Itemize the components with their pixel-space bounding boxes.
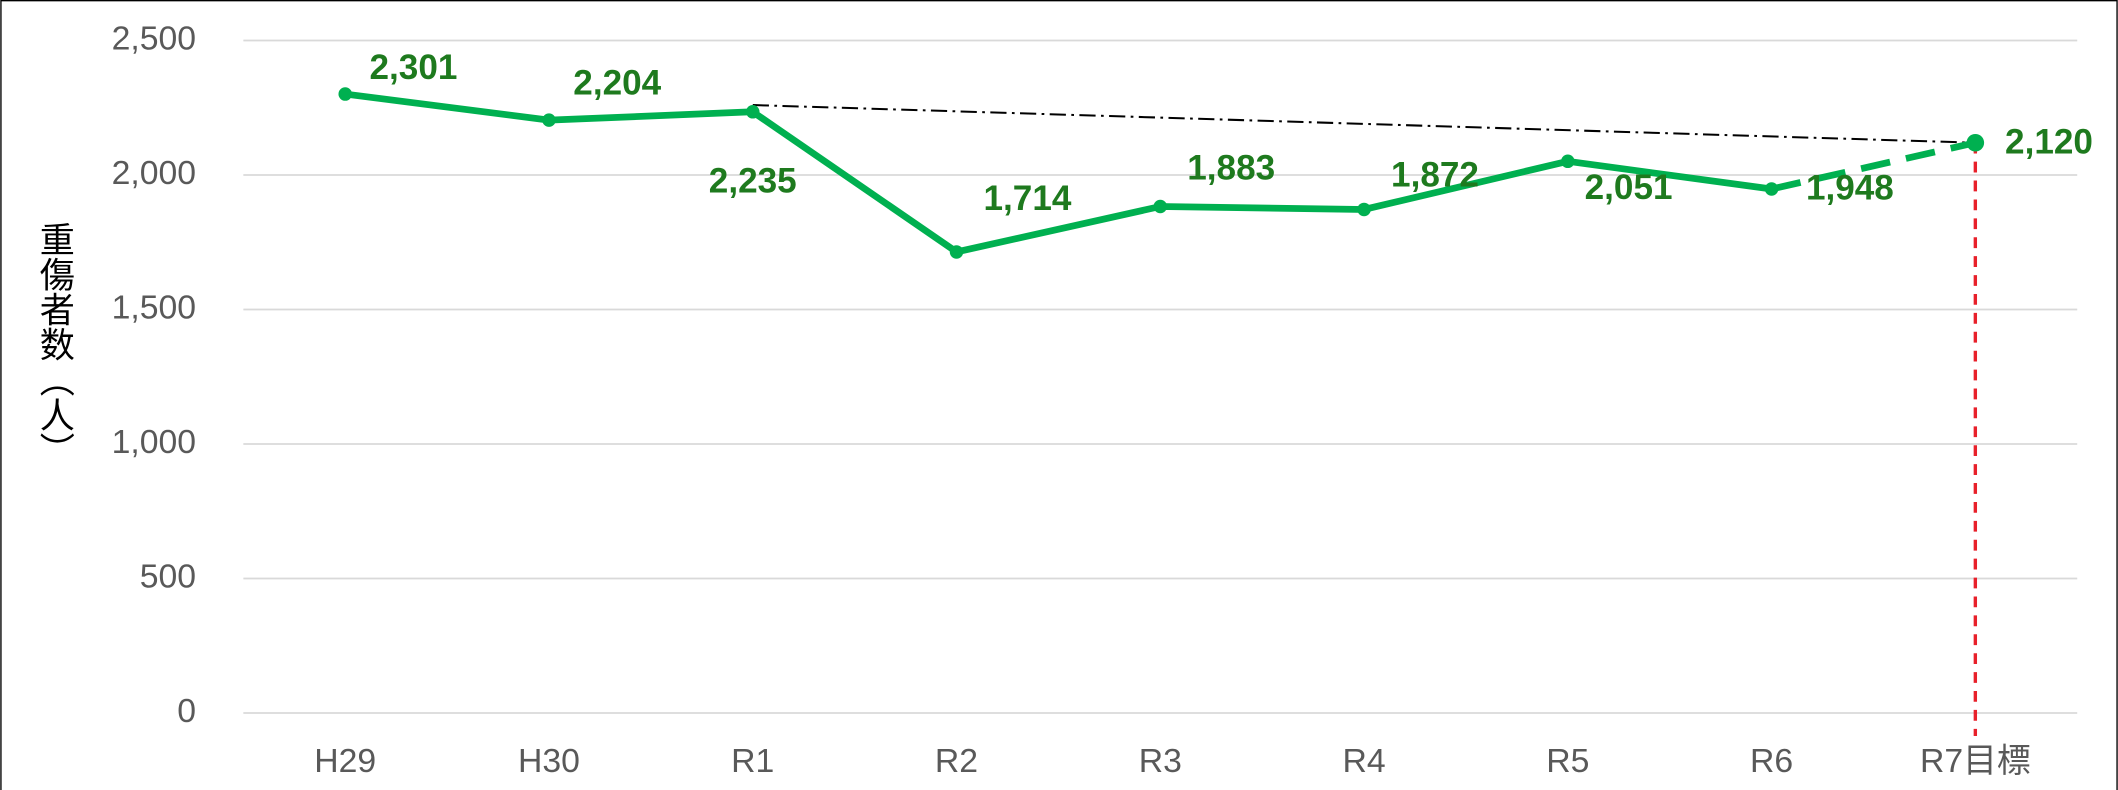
y-tick-label: 1,500	[112, 288, 196, 326]
x-tick-label: R2	[935, 742, 978, 780]
data-point	[1561, 154, 1575, 169]
x-tick-label: R3	[1139, 742, 1182, 780]
target-segment	[1770, 139, 1977, 193]
data-point	[1153, 199, 1168, 214]
data-point	[746, 105, 760, 119]
data-label: 2,051	[1585, 168, 1673, 207]
data-label: 2,204	[573, 63, 661, 102]
data-label: 2,120	[2005, 122, 2093, 161]
y-tick-label: 0	[177, 692, 196, 730]
data-label: 1,948	[1806, 169, 1894, 208]
data-point	[1357, 202, 1371, 217]
x-tick-label: H30	[518, 742, 580, 780]
data-label: 2,301	[370, 48, 458, 87]
x-tick-label: R1	[731, 742, 774, 780]
x-tick-label: H29	[314, 742, 376, 780]
data-label: 1,714	[984, 179, 1072, 218]
data-point	[338, 87, 352, 101]
y-tick-label: 500	[140, 557, 196, 595]
y-axis-label: 重傷者数（人）	[35, 221, 75, 467]
data-label: 1,883	[1187, 148, 1275, 187]
data-label: 1,872	[1391, 155, 1479, 194]
data-label: 2,235	[709, 162, 797, 201]
y-tick-label: 2,500	[112, 19, 196, 57]
x-tick-label: R4	[1342, 742, 1385, 780]
y-tick-label: 2,000	[112, 154, 196, 192]
data-point	[1764, 182, 1779, 196]
trend-line	[752, 104, 1976, 144]
data-point	[542, 113, 556, 127]
data-point	[949, 245, 964, 259]
series-line	[344, 90, 1773, 256]
data-point	[1966, 133, 1985, 152]
y-tick-label: 1,000	[112, 423, 196, 461]
x-tick-label: R5	[1546, 742, 1589, 780]
x-tick-label: R6	[1750, 742, 1793, 780]
x-tick-label: R7目標	[1920, 742, 2031, 780]
